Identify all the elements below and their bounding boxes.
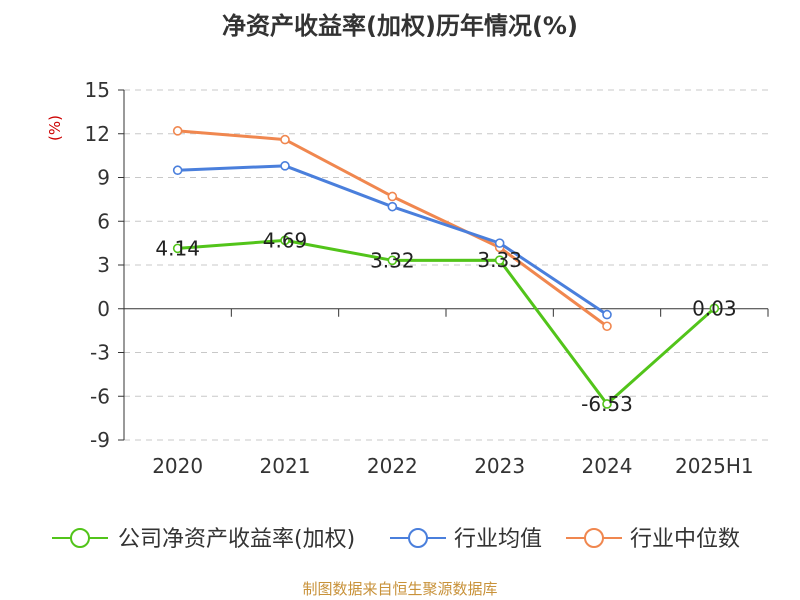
legend-item[interactable]: 公司净资产收益率(加权) <box>52 527 355 552</box>
y-tick-label: -6 <box>90 384 110 408</box>
x-tick-label: 2021 <box>260 454 311 478</box>
series-line <box>177 238 716 406</box>
legend-label: 行业均值 <box>454 527 542 552</box>
data-point[interactable] <box>280 235 290 246</box>
data-labels: 4.14 4.69 3.32 3.33 -6.53 0.03 <box>155 228 736 416</box>
y-tick-label: 12 <box>85 122 110 146</box>
data-point[interactable] <box>602 309 612 320</box>
data-label: 4.69 <box>263 228 308 252</box>
legend-item[interactable]: 行业均值 <box>390 527 542 552</box>
data-label: 0.03 <box>692 296 737 320</box>
legend-swatch-marker <box>70 528 90 548</box>
legend-swatch-marker <box>584 528 604 548</box>
data-point[interactable] <box>280 161 290 171</box>
x-tick-label: 2023 <box>474 454 525 478</box>
y-tick-label: 0 <box>97 297 110 321</box>
legend-item[interactable]: 行业中位数 <box>566 527 740 552</box>
legend-label: 公司净资产收益率(加权) <box>118 527 355 552</box>
y-tick-label: 3 <box>97 253 110 277</box>
data-point[interactable] <box>709 303 720 314</box>
data-point[interactable] <box>494 255 505 265</box>
data-label: 3.33 <box>477 248 522 272</box>
axes: 15 12 9 6 3 0 -3 -6 -9 2020 2021 2022 2023 2024 2025H1 <box>85 78 769 478</box>
grid-lines <box>124 89 768 441</box>
x-tick-label: 2025H1 <box>675 454 754 478</box>
series-line <box>177 129 608 328</box>
y-tick-label: 15 <box>85 78 110 102</box>
data-point[interactable] <box>602 399 612 409</box>
data-point[interactable] <box>172 126 183 136</box>
series-line <box>177 164 608 316</box>
x-tick-label: 2020 <box>152 454 203 478</box>
data-point[interactable] <box>172 243 183 254</box>
x-tick-label: 2024 <box>582 454 633 478</box>
series-lines <box>172 126 720 409</box>
y-tick-label: 6 <box>97 209 110 233</box>
legend-swatch-marker <box>408 528 428 548</box>
y-tick-label: -9 <box>90 428 110 452</box>
data-point[interactable] <box>494 238 505 248</box>
data-point[interactable] <box>387 191 398 202</box>
data-point[interactable] <box>280 134 290 145</box>
x-tick-label: 2022 <box>367 454 418 478</box>
source-note: 制图数据来自恒生聚源数据库 <box>302 580 497 598</box>
legend-label: 行业中位数 <box>630 527 740 552</box>
data-label: 4.14 <box>155 236 200 260</box>
data-label: 3.32 <box>370 248 415 272</box>
y-tick-label: 9 <box>97 166 110 190</box>
y-tick-label: -3 <box>90 341 110 365</box>
data-label: -6.53 <box>581 392 633 416</box>
data-point[interactable] <box>172 165 183 176</box>
data-point[interactable] <box>387 255 398 266</box>
legend[interactable]: 公司净资产收益率(加权) 行业均值 行业中位数 <box>52 527 740 552</box>
data-point[interactable] <box>387 201 398 212</box>
y-axis-label: (%) <box>46 115 64 141</box>
data-point[interactable] <box>602 321 612 332</box>
chart-title: 净资产收益率(加权)历年情况(%) <box>222 12 578 40</box>
